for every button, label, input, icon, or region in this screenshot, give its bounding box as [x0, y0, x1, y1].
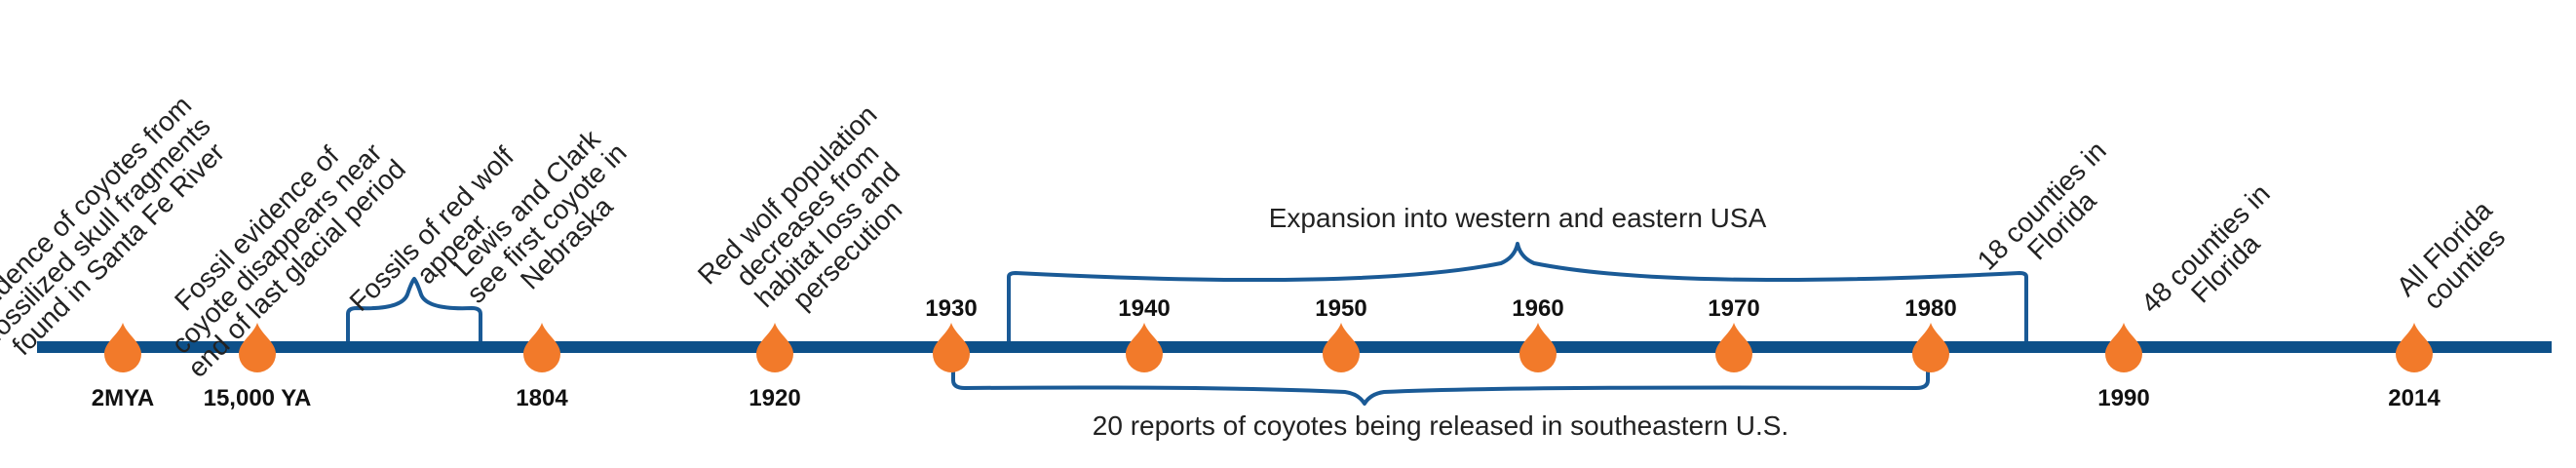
year-label-2014: 2014 [2388, 385, 2441, 411]
event-marker [933, 323, 970, 372]
event-marker [2396, 323, 2433, 372]
year-label-2mya: 2MYA [92, 385, 154, 411]
event-marker [2105, 323, 2142, 372]
year-label-1920: 1920 [749, 385, 800, 411]
year-label-1980: 1980 [1904, 295, 1956, 322]
event-marker [1715, 323, 1752, 372]
year-label-1950: 1950 [1315, 295, 1366, 322]
event-caption-line: fossilized skull fragments [0, 111, 216, 347]
event-marker [1912, 323, 1949, 372]
year-label-15000ya: 15,000 YA [204, 385, 312, 411]
year-label-1804: 1804 [516, 385, 568, 411]
event-marker [756, 323, 793, 372]
expansion-label: Expansion into western and eastern USA [1269, 203, 1767, 233]
year-label-1940: 1940 [1118, 295, 1170, 322]
event-marker [1126, 323, 1163, 372]
year-label-1970: 1970 [1708, 295, 1759, 322]
event-marker [1323, 323, 1360, 372]
event-marker [239, 323, 276, 372]
timeline-axis [37, 341, 2552, 353]
expansion-brace [1007, 242, 2028, 341]
reports-brace [951, 363, 1930, 406]
year-label-1960: 1960 [1512, 295, 1563, 322]
fossil-period-brace [346, 277, 482, 341]
reports-label: 20 reports of coyotes being released in … [1093, 410, 1788, 441]
year-label-1990: 1990 [2097, 385, 2149, 411]
event-marker [1519, 323, 1557, 372]
year-label-1930: 1930 [925, 295, 977, 322]
event-marker [523, 323, 560, 372]
event-marker [104, 323, 141, 372]
event-markers [104, 323, 2433, 372]
